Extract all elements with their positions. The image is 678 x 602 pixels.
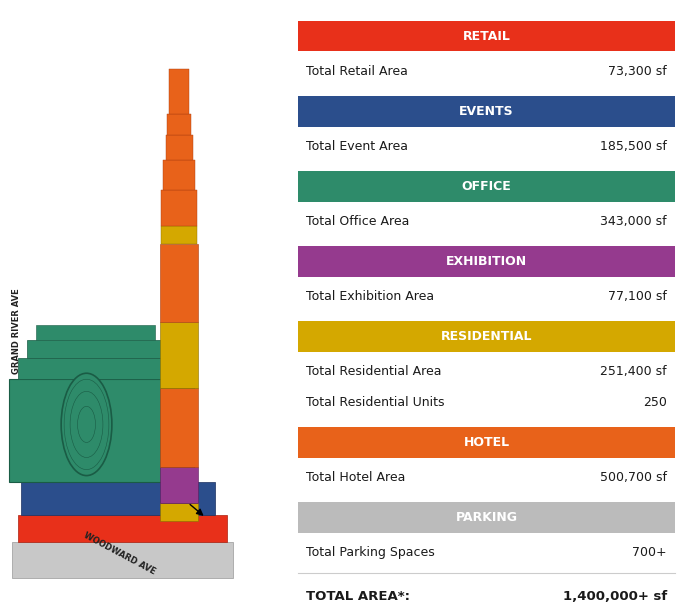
FancyBboxPatch shape (159, 322, 199, 388)
Text: WOODWARD AVE: WOODWARD AVE (82, 531, 157, 577)
FancyBboxPatch shape (298, 503, 675, 533)
Text: OFFICE: OFFICE (462, 180, 511, 193)
Text: 250: 250 (643, 396, 667, 409)
Text: Total Office Area: Total Office Area (306, 215, 410, 228)
FancyBboxPatch shape (21, 482, 215, 515)
Text: 77,100 sf: 77,100 sf (608, 290, 667, 303)
FancyBboxPatch shape (36, 325, 155, 340)
Text: TOTAL AREA*:: TOTAL AREA*: (306, 589, 410, 602)
Text: Total Residential Area: Total Residential Area (306, 365, 441, 378)
Text: Total Event Area: Total Event Area (306, 140, 408, 153)
FancyBboxPatch shape (159, 388, 199, 467)
FancyBboxPatch shape (298, 427, 675, 458)
FancyBboxPatch shape (159, 467, 199, 503)
FancyBboxPatch shape (169, 69, 189, 114)
FancyBboxPatch shape (27, 340, 167, 358)
Text: GRAND RIVER AVE: GRAND RIVER AVE (12, 288, 21, 374)
Text: RETAIL: RETAIL (462, 29, 511, 43)
Text: Total Exhibition Area: Total Exhibition Area (306, 290, 434, 303)
Circle shape (61, 373, 112, 476)
FancyBboxPatch shape (159, 244, 199, 322)
FancyBboxPatch shape (298, 321, 675, 352)
Text: 343,000 sf: 343,000 sf (601, 215, 667, 228)
Text: Total Retail Area: Total Retail Area (306, 64, 407, 78)
Text: PARKING: PARKING (456, 511, 517, 524)
Text: 1,400,000+ sf: 1,400,000+ sf (563, 589, 667, 602)
FancyBboxPatch shape (12, 542, 233, 578)
Text: 500,700 sf: 500,700 sf (600, 471, 667, 484)
FancyBboxPatch shape (298, 246, 675, 277)
FancyBboxPatch shape (298, 96, 675, 126)
Text: EVENTS: EVENTS (459, 105, 514, 118)
FancyBboxPatch shape (18, 358, 179, 379)
Text: Total Hotel Area: Total Hotel Area (306, 471, 405, 484)
FancyBboxPatch shape (165, 135, 193, 160)
Text: HOTEL: HOTEL (463, 436, 510, 449)
Text: 700+: 700+ (633, 546, 667, 559)
Text: EXHIBITION: EXHIBITION (446, 255, 527, 268)
FancyBboxPatch shape (298, 171, 675, 202)
FancyBboxPatch shape (163, 160, 195, 190)
FancyBboxPatch shape (18, 515, 226, 542)
FancyBboxPatch shape (298, 20, 675, 51)
FancyBboxPatch shape (159, 503, 199, 521)
Text: Total Parking Spaces: Total Parking Spaces (306, 546, 435, 559)
Text: 73,300 sf: 73,300 sf (608, 64, 667, 78)
Text: 185,500 sf: 185,500 sf (600, 140, 667, 153)
Text: RESIDENTIAL: RESIDENTIAL (441, 330, 532, 343)
FancyBboxPatch shape (9, 379, 194, 482)
FancyBboxPatch shape (167, 114, 191, 135)
FancyBboxPatch shape (161, 190, 197, 226)
Text: 251,400 sf: 251,400 sf (601, 365, 667, 378)
FancyBboxPatch shape (161, 226, 197, 244)
Text: Total Residential Units: Total Residential Units (306, 396, 444, 409)
